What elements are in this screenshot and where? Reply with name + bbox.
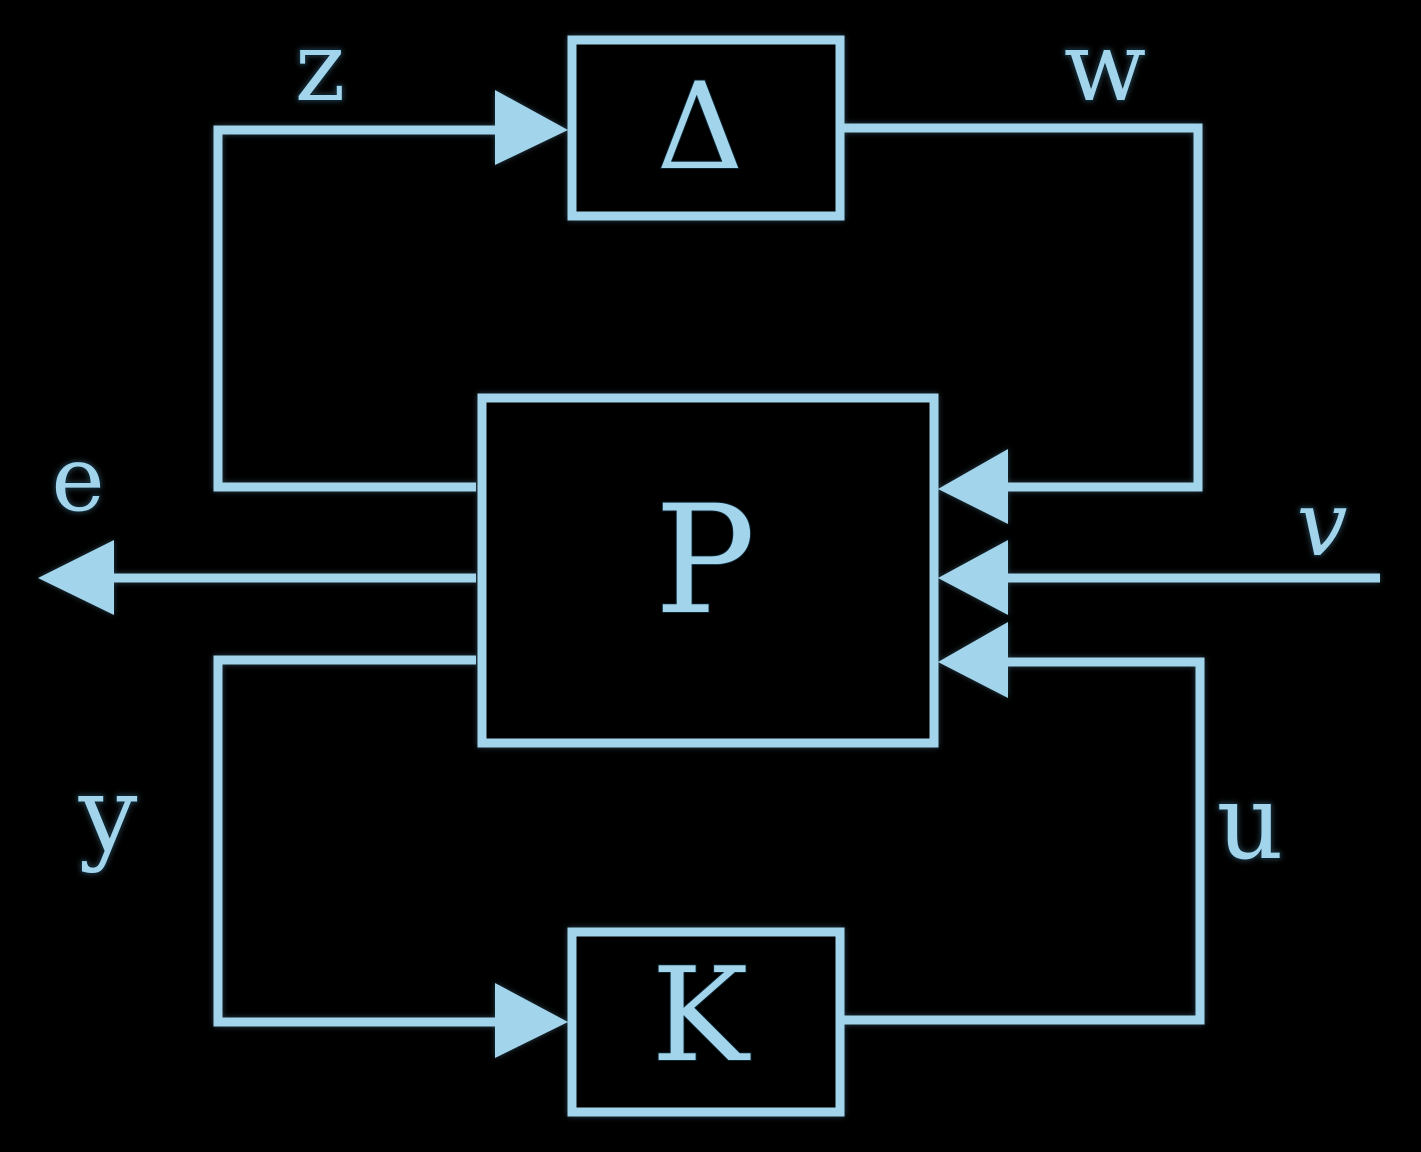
- plant-label: P: [655, 474, 756, 648]
- u-signal-line: [844, 657, 1205, 1025]
- z-signal-line: [213, 125, 500, 492]
- e-arrowhead: [38, 540, 114, 615]
- v-label: v: [1297, 472, 1348, 577]
- w-signal-line: [844, 123, 1203, 492]
- z-arrowhead: [495, 90, 568, 165]
- u-label: u: [1217, 761, 1284, 883]
- controller-label: K: [651, 939, 751, 1091]
- delta-block: [567, 35, 845, 221]
- u-arrowhead: [938, 622, 1008, 698]
- e-label: e: [51, 427, 104, 532]
- y-arrowhead: [495, 983, 568, 1058]
- y-label: y: [78, 753, 138, 875]
- delta-label: Δ: [657, 58, 744, 197]
- v-arrowhead: [938, 540, 1008, 615]
- controller-block: [567, 927, 845, 1117]
- y-signal-line: [213, 655, 500, 1027]
- z-label: z: [295, 11, 346, 123]
- w-label: w: [1064, 11, 1146, 123]
- plant-block: [477, 393, 939, 748]
- w-arrowhead: [938, 449, 1008, 524]
- diagram-body: Δ P K z w e v y u: [38, 10, 1380, 1117]
